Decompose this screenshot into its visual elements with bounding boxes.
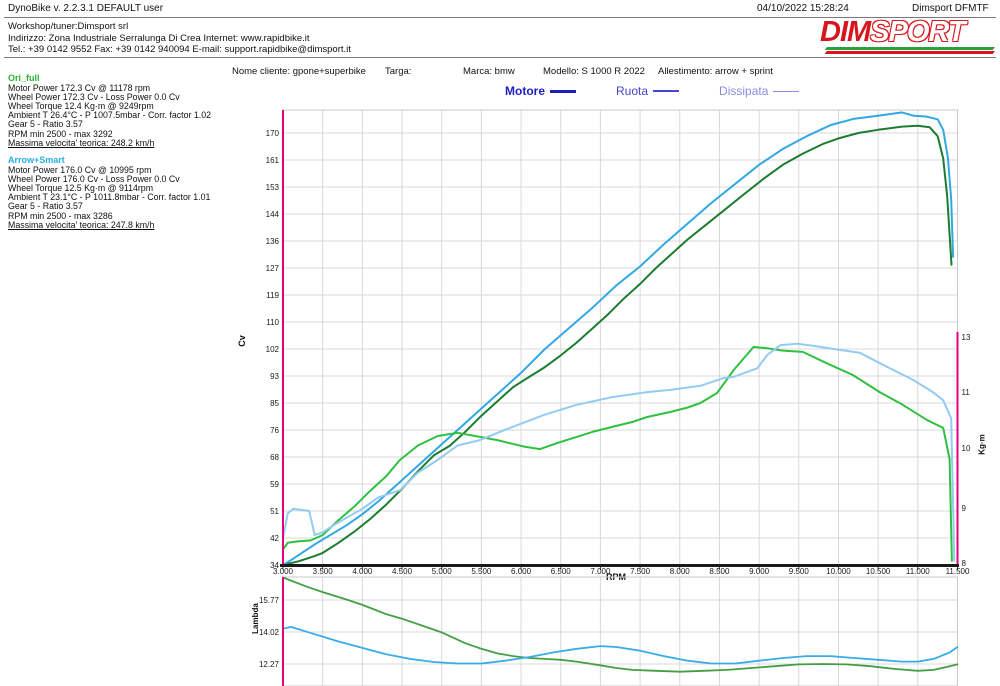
legend-dissipata-label: Dissipata (719, 84, 769, 98)
y-axis-tick-label: 51 (270, 507, 279, 516)
workshop-contacts: Tel.: +39 0142 9552 Fax: +39 0142 940094… (8, 44, 351, 55)
legend-dissipata-dash (773, 90, 800, 92)
gear-line: Gear 5 - Ratio 3.57 (8, 201, 83, 212)
plate-field: Targa: (385, 66, 412, 77)
dimsport-logo: DIMSPORT (820, 18, 1000, 56)
y-axis-tick-label: 68 (270, 453, 279, 462)
model-field: Modello: S 1000 R 2022 (543, 66, 645, 77)
run-title: Ori_full (8, 73, 40, 83)
logo-green-stripe (825, 47, 995, 50)
y-axis-tick-label: 144 (265, 210, 279, 219)
x-axis-tick-label: 8.000 (669, 567, 690, 576)
logo-dim: DIM (820, 16, 871, 48)
max-speed-line: Massima velocita' teorica: 247.8 km/h (8, 219, 155, 230)
y-axis-tick-label: 170 (265, 129, 279, 138)
app-title: DynoBike v. 2.2.3.1 DEFAULT user (8, 3, 164, 14)
workshop-divider (4, 57, 996, 58)
legend-motore-dash (550, 89, 576, 93)
x-axis-tick-label: 6.000 (511, 567, 532, 576)
y-axis-right-tick-label: 8 (961, 559, 966, 568)
x-axis-tick-label: 8.500 (709, 567, 730, 576)
x-axis-tick-label: 4.000 (352, 567, 373, 576)
legend-item-ruota: Ruota (616, 84, 680, 98)
y-axis-right-tick-label: 10 (961, 444, 971, 453)
motor-power-line: Motor Power 172.3 Cv @ 11178 rpm (8, 82, 151, 93)
y-axis-tick-label: 85 (270, 399, 279, 408)
y-axis-tick-label: 153 (265, 183, 279, 192)
y-axis-tick-label: 12.27 (258, 660, 279, 669)
trim-field: Allestimento: arrow + sprint (658, 66, 773, 77)
chart-legend: Motore Ruota Dissipata (505, 84, 800, 98)
dyno-power-torque-chart: 170 161 153 144 136 127 119 110 102 93 85 76 68 59 51 4… (266, 109, 970, 576)
x-axis-tick-label: 7.000 (590, 567, 611, 576)
wheel-torque-line: Wheel Torque 12.5 Kg·m @ 9114rpm (8, 183, 154, 194)
y-axis-tick-label: 34 (270, 561, 279, 570)
run-block-ori-full: Ori_full Motor Power 172.3 Cv @ 11178 rp… (8, 73, 263, 148)
run-block-arrow-smart: Arrow+Smart Motor Power 176.0 Cv @ 10995… (8, 155, 263, 230)
logo-red-stripe (825, 51, 995, 54)
workshop-name: Workshop/tuner:Dimsport srl (8, 21, 129, 32)
logo-sport: SPORT (870, 16, 965, 48)
y-axis-title-kgm: Kg·m (977, 434, 987, 455)
y-axis-right-tick-label: 13 (961, 333, 971, 342)
x-axis-tick-label: 11.000 (905, 567, 930, 576)
y-axis-tick-label: 59 (270, 480, 279, 489)
y-axis-tick-label: 93 (270, 372, 279, 381)
brand-field: Marca: bmw (463, 66, 515, 77)
y-axis-tick-label: 15.77 (258, 596, 279, 605)
legend-item-motore: Motore (505, 84, 576, 98)
run-info-panel: Ori_full Motor Power 172.3 Cv @ 11178 rp… (8, 73, 263, 238)
y-axis-tick-label: 42 (270, 534, 279, 543)
x-axis-tick-label: 5.000 (431, 567, 452, 576)
y-axis-right-tick-label: 11 (961, 388, 970, 397)
y-axis-right-tick-label: 9 (961, 504, 966, 513)
x-axis-tick-label: 6.500 (550, 567, 571, 576)
x-axis-tick-label: 11.500 (945, 567, 970, 576)
x-axis-tick-label: 4.500 (392, 567, 413, 576)
legend-item-dissipata: Dissipata (719, 84, 800, 98)
x-axis-tick-label: 10.000 (826, 567, 851, 576)
header-divider (4, 17, 996, 18)
y-axis-tick-label: 102 (265, 345, 279, 354)
wheel-torque-line: Wheel Torque 12.4 Kg·m @ 9249rpm (8, 101, 154, 111)
workshop-info: Workshop/tuner:Dimsport srl Indirizzo: Z… (8, 21, 351, 56)
max-speed-line: Massima velocita' teorica: 248.2 km/h (8, 137, 155, 148)
gear-line: Gear 5 - Ratio 3.57 (8, 119, 83, 130)
lambda-chart: 15.77 14.02 12.27 (259, 576, 959, 686)
legend-ruota-label: Ruota (616, 84, 649, 98)
rpm-range-line: RPM min 2500 - max 3292 (8, 128, 113, 139)
y-axis-tick-label: 110 (266, 318, 279, 327)
x-axis-tick-label: 9.500 (788, 567, 809, 576)
motor-power-line: Motor Power 176.0 Cv @ 10995 rpm (8, 164, 152, 175)
y-axis-tick-label: 127 (265, 264, 279, 273)
report-datetime: 04/10/2022 15:28:24 (757, 3, 849, 14)
run-title: Arrow+Smart (8, 155, 65, 166)
x-axis-tick-label: 10.500 (865, 567, 891, 576)
x-axis-tick-label: 3.500 (312, 567, 333, 576)
ambient-line: Ambient T 26.4°C - P 1007.5mbar - Corr. … (8, 110, 212, 121)
y-axis-tick-label: 14.02 (258, 628, 279, 637)
x-axis-tick-label: 7.500 (630, 567, 651, 576)
x-axis-tick-label: 5.500 (471, 567, 492, 576)
client-name: Nome cliente: gpone+superbike (232, 66, 366, 77)
wheel-power-line: Wheel Power 172.3 Cv - Loss Power 0.0 Cv (8, 91, 180, 102)
y-axis-tick-label: 136 (265, 237, 279, 246)
y-axis-tick-label: 161 (265, 156, 279, 165)
legend-motore-label: Motore (505, 84, 545, 98)
workshop-address: Indirizzo: Zona Industriale Serralunga D… (8, 32, 310, 44)
wheel-power-line: Wheel Power 176.0 Cv - Loss Power 0.0 Cv (8, 173, 180, 184)
y-axis-tick-label: 119 (266, 291, 279, 300)
x-axis-tick-label: 3.000 (272, 567, 294, 576)
y-axis-tick-label: 76 (270, 426, 279, 435)
legend-ruota-dash (653, 90, 680, 92)
x-axis-tick-label: 9.000 (749, 567, 770, 576)
dimsport-logo-text: DIMSPORT (820, 18, 1000, 47)
ambient-line: Ambient T 23.1°C - P 1011.8mbar - Corr. … (8, 192, 211, 203)
rpm-range-line: RPM min 2500 - max 3286 (8, 210, 113, 221)
device-name: Dimsport DFMTF (912, 3, 989, 14)
